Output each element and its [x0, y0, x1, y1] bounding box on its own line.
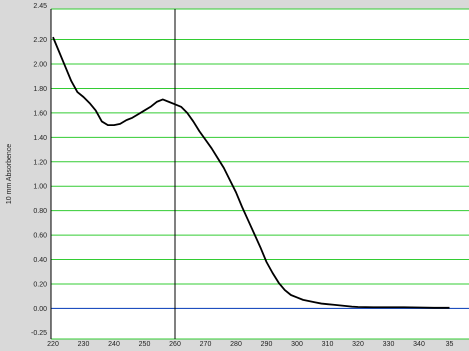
y-tick-label: 2.20: [33, 37, 47, 44]
y-tick-label: 2.45: [33, 3, 47, 10]
x-tick-label: 340: [413, 341, 425, 348]
x-tick-label: 270: [200, 341, 212, 348]
x-tick-label: 260: [169, 341, 181, 348]
y-tick-label: 0.00: [33, 306, 47, 313]
x-axis: 220 230 240 250 260 270 280 290 300 310 320 330 340 3…: [47, 341, 453, 348]
y-tick-label: 0.40: [33, 257, 47, 264]
y-tick-label: 0.60: [33, 233, 47, 240]
x-tick-label: 320: [352, 341, 364, 348]
y-tick-label: 1.20: [33, 159, 47, 166]
y-tick-label: 1.00: [33, 184, 47, 191]
y-tick-label: 0.80: [33, 208, 47, 215]
y-tick-label: 1.80: [33, 86, 47, 93]
x-tick-label: 250: [139, 341, 151, 348]
plot-area: [51, 9, 469, 339]
x-tick-label: 240: [108, 341, 120, 348]
y-tick-label: 1.40: [33, 135, 47, 142]
absorbance-curve-0: [52, 36, 450, 309]
x-tick-label: 220: [47, 341, 59, 348]
x-tick-label: 330: [383, 341, 395, 348]
x-tick-label: 290: [261, 341, 273, 348]
y-tick-label: 2.00: [33, 62, 47, 69]
y-tick-label: -0.25: [31, 330, 47, 337]
x-tick-label: 300: [291, 341, 303, 348]
curve-layer: [52, 36, 450, 309]
y-axis: -0.25 0.00 0.20 0.40 0.60 0.80 1.00 1.20 1.40 1.6…: [31, 3, 52, 339]
y-tick-label: 0.20: [33, 282, 47, 289]
y-axis-title: 10 mm Absorbence: [6, 144, 13, 204]
x-tick-label: 280: [230, 341, 242, 348]
grid-layer: [51, 8, 469, 340]
x-tick-label: 310: [322, 341, 334, 348]
x-tick-label: 230: [78, 341, 90, 348]
y-tick-label: 1.60: [33, 110, 47, 117]
x-tick-label: 35: [446, 341, 454, 348]
